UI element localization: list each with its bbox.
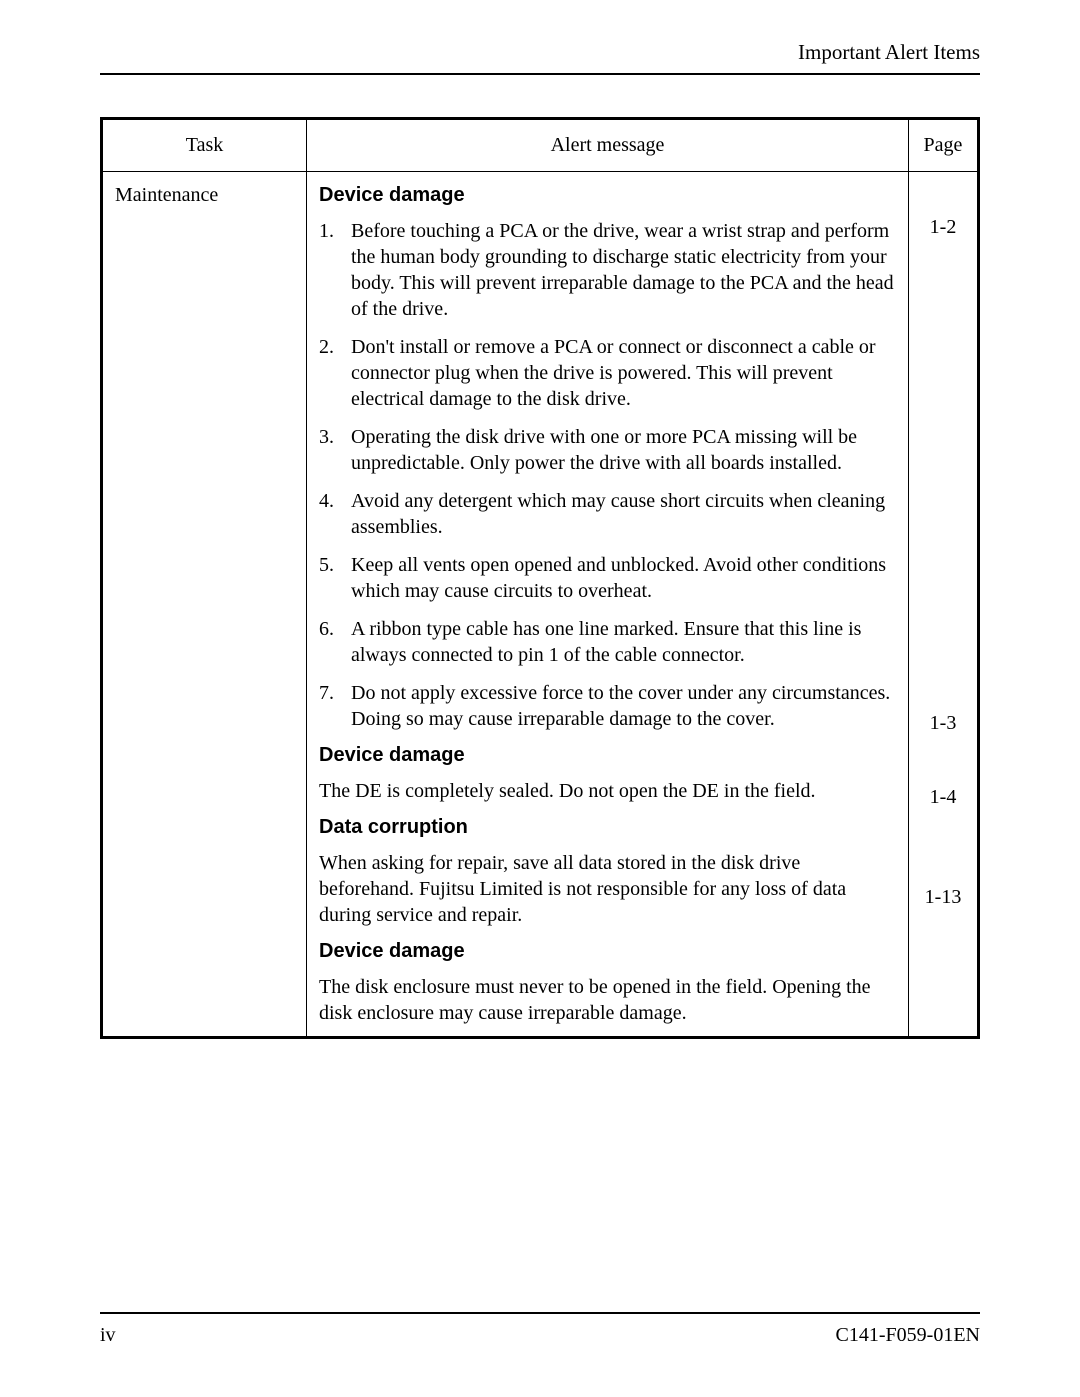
list-item: 4.Avoid any detergent which may cause sh… <box>319 488 896 540</box>
page-footer: iv C141-F059-01EN <box>100 1312 980 1347</box>
page-ref: 1-13 <box>921 884 965 910</box>
table-row: Maintenance Device damage 1.Before touch… <box>102 172 979 1038</box>
list-text: Before touching a PCA or the drive, wear… <box>351 218 896 322</box>
section-heading: Device damage <box>319 938 896 964</box>
list-number: 4. <box>319 488 351 540</box>
list-item: 7.Do not apply excessive force to the co… <box>319 680 896 732</box>
header-title: Important Alert Items <box>798 40 980 64</box>
page-header: Important Alert Items <box>100 40 980 75</box>
section-heading: Device damage <box>319 742 896 768</box>
section-text: The DE is completely sealed. Do not open… <box>319 778 896 804</box>
list-text: A ribbon type cable has one line marked.… <box>351 616 896 668</box>
list-text: Do not apply excessive force to the cove… <box>351 680 896 732</box>
section-text: When asking for repair, save all data st… <box>319 850 896 928</box>
list-item: 6.A ribbon type cable has one line marke… <box>319 616 896 668</box>
list-item: 1.Before touching a PCA or the drive, we… <box>319 218 896 322</box>
message-cell: Device damage 1.Before touching a PCA or… <box>307 172 909 1038</box>
header-task: Task <box>102 119 307 172</box>
list-item: 5.Keep all vents open opened and unblock… <box>319 552 896 604</box>
list-text: Keep all vents open opened and unblocked… <box>351 552 896 604</box>
section-text: The disk enclosure must never to be open… <box>319 974 896 1026</box>
header-page: Page <box>909 119 979 172</box>
footer-page-number: iv <box>100 1324 116 1347</box>
table-header-row: Task Alert message Page <box>102 119 979 172</box>
list-number: 5. <box>319 552 351 604</box>
page-ref: 1-2 <box>921 214 965 240</box>
list-number: 1. <box>319 218 351 322</box>
page-ref: 1-4 <box>921 784 965 810</box>
list-text: Don't install or remove a PCA or connect… <box>351 334 896 412</box>
page-cell: 1-2 1-3 1-4 1-13 <box>909 172 979 1038</box>
task-cell: Maintenance <box>102 172 307 1038</box>
list-text: Operating the disk drive with one or mor… <box>351 424 896 476</box>
section-heading: Device damage <box>319 182 896 208</box>
footer-doc-id: C141-F059-01EN <box>836 1324 980 1347</box>
numbered-list: 1.Before touching a PCA or the drive, we… <box>319 218 896 732</box>
header-message: Alert message <box>307 119 909 172</box>
section-heading: Data corruption <box>319 814 896 840</box>
list-number: 7. <box>319 680 351 732</box>
list-item: 2.Don't install or remove a PCA or conne… <box>319 334 896 412</box>
list-text: Avoid any detergent which may cause shor… <box>351 488 896 540</box>
alert-table: Task Alert message Page Maintenance Devi… <box>100 117 980 1039</box>
page-ref: 1-3 <box>921 710 965 736</box>
list-number: 6. <box>319 616 351 668</box>
list-number: 3. <box>319 424 351 476</box>
list-item: 3.Operating the disk drive with one or m… <box>319 424 896 476</box>
list-number: 2. <box>319 334 351 412</box>
